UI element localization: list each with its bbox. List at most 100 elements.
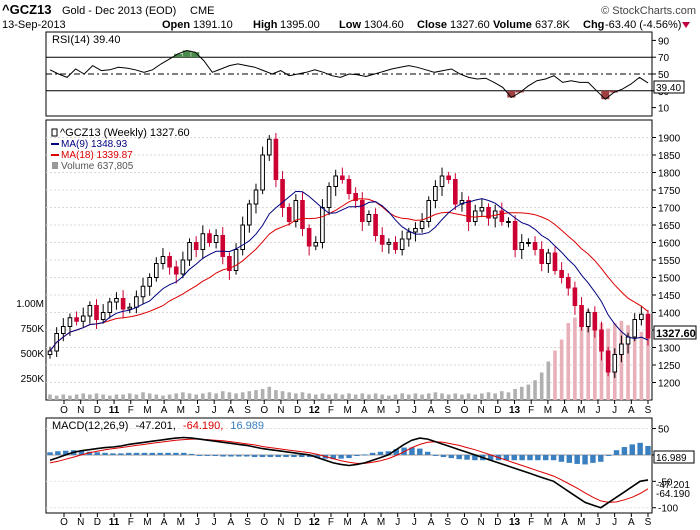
x-tick-label: F [528,405,534,416]
volume-axis: 1.00M 750K 500K 250K [16,299,44,385]
x-tick-label: M [143,517,151,528]
volume-bar [426,393,431,400]
volume-bar [260,389,265,400]
macd-hist-bar [63,450,69,455]
candle-body [154,263,159,278]
instrument-name: Gold - Dec 2013 (EOD) [62,5,176,17]
macd-hist-bar [566,454,573,463]
candle-body [227,256,232,271]
candle-body [466,200,471,222]
volume-bar [639,331,644,400]
ma9-line [49,190,649,352]
high-value: 1395.00 [280,19,320,31]
candle-body [100,312,106,320]
volume-bar [214,393,218,400]
volume-bar [546,361,551,400]
macd-title-hist: 16.989 [230,420,264,432]
x-tick-label: D [294,517,301,528]
close-value: 1327.60 [450,19,490,31]
volume-bar [287,392,292,400]
x-tick-label: M [343,405,351,416]
x-tick-label: J [595,517,600,528]
volume-bar [194,394,198,400]
chg-value: -63.40 (-4.56%) [605,19,681,31]
price-axis: 1900 1850 1800 1750 1700 1650 1600 1550 1500 1450… [652,134,681,390]
macd-hist-bar [440,454,447,458]
candle-body [200,233,206,250]
macd-hist-bar [621,447,628,455]
x-tick-label: 12 [309,405,321,416]
macd-hist-bar [605,454,612,456]
candle-body [426,200,432,222]
price-legend: ^GCZ13 (Weekly) 1327.60 MA(9) 1348.93 MA… [51,127,190,172]
macd-tick-label: -50 [658,477,673,488]
x-tick-label: A [161,405,168,416]
volume-bar [81,393,86,400]
volume-bar [234,393,238,400]
price-tick-label: 1800 [658,169,681,180]
x-tick-label: F [128,517,134,528]
x-tick-label: N [77,517,84,528]
candle-body [645,313,651,339]
price-tick-label: 1500 [658,274,681,285]
candle-body [87,305,93,317]
volume-bar [460,394,464,400]
macd-hist-bar [582,454,588,465]
candle-body [386,242,392,245]
x-tick-label: S [244,405,251,416]
candle-body [187,242,192,261]
macd-hist-bar [432,454,439,456]
candle-body [399,238,405,250]
volume-bar [101,394,105,400]
x-tick-label: J [395,405,400,416]
candle-body [293,200,299,222]
candle-body [340,175,345,180]
candle-body [472,210,478,222]
candle-body [167,256,172,268]
legend-price: ^GCZ13 (Weekly) 1327.60 [60,127,190,139]
candles [47,132,651,378]
volume-bar [387,395,391,400]
volume-bar [486,392,491,400]
watermark: © StockCharts.com [601,5,696,17]
x-tick-label: A [428,517,435,528]
rsi-oversold-fill [601,90,610,100]
candle-body [240,224,245,250]
volume-bar [280,391,285,400]
volume-bar [313,394,318,400]
x-tick-label: N [478,517,485,528]
macd-signal-line [49,438,649,503]
volume-bar [107,395,112,400]
legend-volume: Volume 637,805 [61,161,134,172]
macd-hist-bar [409,447,415,455]
volume-bar [446,394,451,400]
candle-body [625,336,631,345]
macd-tag: -47.201 [656,480,690,491]
x-tick-label: J [412,517,417,528]
x-tick-label: J [395,517,400,528]
candle-body [413,228,418,233]
candle-body [173,266,179,275]
x-tick-label: N [277,517,284,528]
volume-bar [347,393,351,400]
volume-bar [181,392,185,400]
macd-hist-bar [472,454,478,461]
macd-hist-bar [243,454,250,457]
candle-body [526,242,531,244]
x-tick-label: D [494,405,501,416]
rsi-line [49,49,649,100]
price-panel: 1900 1850 1800 1750 1700 1650 1600 1550 1500 1450… [16,119,697,401]
price-tick-label: 1650 [658,221,681,232]
macd-right-tags: 16.989 -47.201 -64.190 [653,450,695,500]
x-tick-label: J [412,405,417,416]
x-tick-label: M [577,405,585,416]
candle-body [546,252,551,264]
macd-signal-tag: -64.190 [656,489,690,500]
chart-header: ^GCZ13 Gold - Dec 2013 (EOD) CME © Stock… [2,2,696,31]
ma18-line [49,198,649,352]
macd-hist-bar [346,454,352,459]
candle-body [326,186,332,208]
macd-hist-bar [574,454,580,464]
rsi-tick-label: 90 [658,36,670,47]
